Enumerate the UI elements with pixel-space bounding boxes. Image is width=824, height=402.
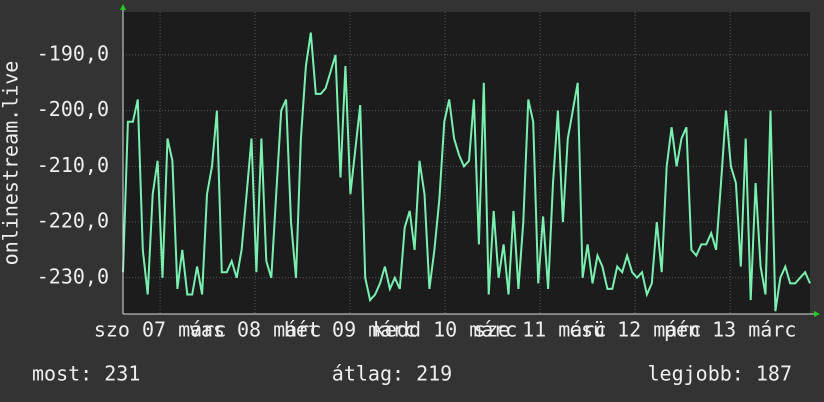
y-tick-label: -230,0 [37,264,109,288]
stat: most: 231 [32,362,140,386]
data-line [122,32,811,312]
axis-arrow [120,4,126,10]
x-tick-label: hét 09 márc [284,318,416,342]
x-tick-label: csü 12 márc [569,318,701,342]
stat: legjobb: 187 [648,362,793,386]
x-tick-label: sze 11 márc [474,318,606,342]
y-axis-label: onlinestream.live [0,61,23,266]
x-tick-label: pén 13 márc [664,318,796,342]
stat: átlag: 219 [332,362,452,386]
y-tick-label: -200,0 [37,97,109,121]
axis-arrow [814,311,820,317]
x-tick-label: szo 07 márc [94,318,226,342]
y-tick-label: -190,0 [37,41,109,65]
y-tick-label: -220,0 [37,209,109,233]
x-tick-label: vas 08 márc [189,318,321,342]
y-tick-label: -210,0 [37,153,109,177]
x-tick-label: kedd 10 márc [373,318,518,342]
